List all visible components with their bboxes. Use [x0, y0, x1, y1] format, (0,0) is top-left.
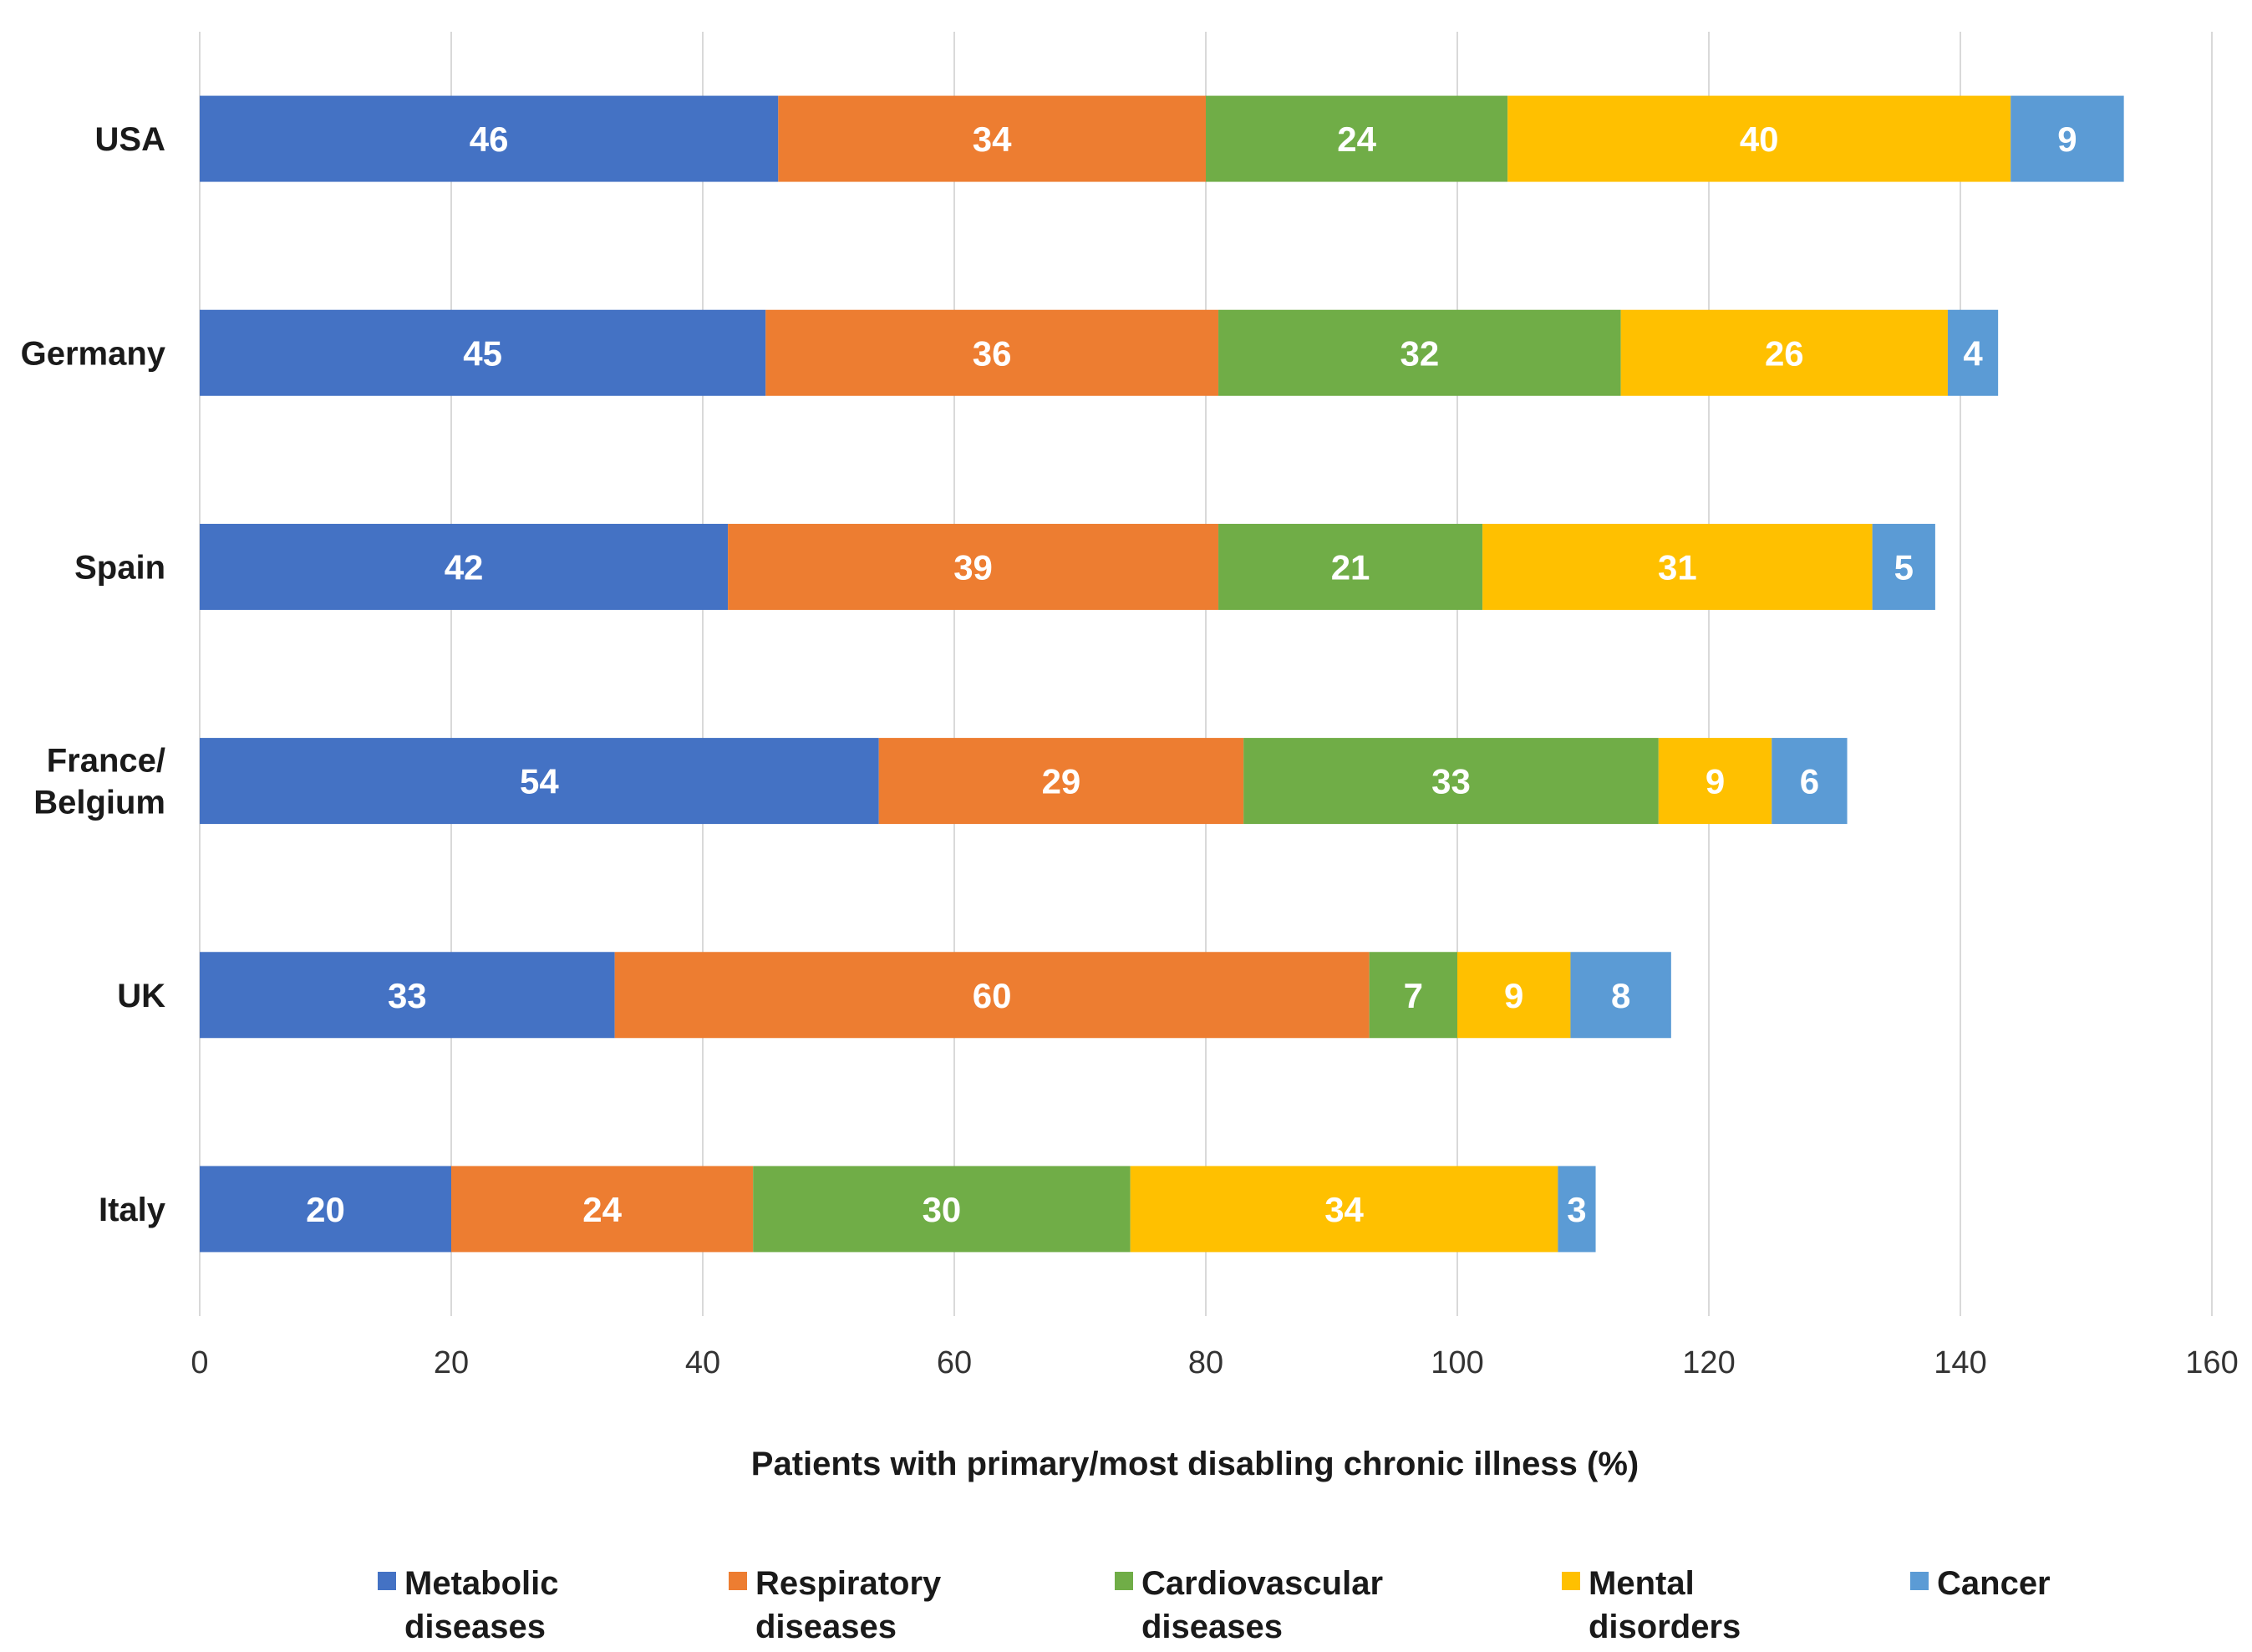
data-label: 40 [1740, 119, 1779, 159]
bar-segment [1507, 95, 2011, 182]
legend-swatch [729, 1572, 747, 1590]
data-label: 39 [953, 547, 993, 587]
bar-segment [1218, 523, 1483, 610]
bar-segment [2011, 95, 2124, 182]
bar-segment [878, 738, 1244, 825]
legend-label: Respiratory diseases [755, 1565, 942, 1645]
bar-segment [1947, 309, 1999, 396]
bar-segment [778, 95, 1206, 182]
bars-layer [200, 95, 2124, 1253]
data-label: 34 [1324, 1190, 1364, 1229]
data-label: 30 [923, 1190, 962, 1229]
data-label: 36 [973, 333, 1012, 373]
data-label: 20 [306, 1190, 345, 1229]
data-label: 29 [1042, 762, 1081, 801]
bar-segment [200, 1166, 451, 1253]
data-label: 31 [1658, 547, 1697, 587]
data-label: 42 [445, 547, 484, 587]
labels-layer: 46 34 24 40 945 36 32 26 442 39 21 31 554 29 33 9 633 60 7… [306, 119, 2077, 1229]
bar-segment [614, 952, 1370, 1039]
x-tick-label: 40 [685, 1345, 720, 1380]
legend-label: Cardiovascular diseases [1141, 1565, 1383, 1645]
legend-label: Mental disorders [1589, 1565, 1741, 1645]
data-label: 45 [463, 333, 502, 373]
data-label: 7 [1404, 976, 1423, 1015]
data-label: 26 [1765, 333, 1804, 373]
category-label: Italy [99, 1192, 166, 1228]
bar-segment [1772, 738, 1848, 825]
legend-swatch [1115, 1572, 1133, 1590]
bar-segment [200, 309, 766, 396]
x-axis: Patients with primary/most disabling chr… [191, 1345, 2238, 1482]
bar-segment [753, 1166, 1131, 1253]
bar-segment [1872, 523, 1935, 610]
x-tick-label: 160 [2185, 1345, 2238, 1380]
bar-segment [1570, 952, 1671, 1039]
grid-layer [199, 32, 2213, 1316]
bar-segment [1457, 952, 1571, 1039]
category-label: France/Belgium [33, 743, 165, 821]
x-tick-label: 20 [434, 1345, 469, 1380]
category-label: UK [117, 978, 165, 1014]
category-label: Spain [74, 549, 165, 586]
legend-swatch [378, 1572, 396, 1590]
data-label: 5 [1894, 547, 1914, 587]
bar-segment [728, 523, 1219, 610]
data-label: 21 [1331, 547, 1370, 587]
data-label: 54 [520, 762, 559, 801]
legend-label: Metabolic diseases [404, 1565, 558, 1645]
bar-segment [1206, 95, 1508, 182]
bar-segment [200, 952, 615, 1039]
data-label: 8 [1611, 976, 1630, 1015]
x-tick-label: 140 [1934, 1345, 1986, 1380]
legend: Metabolic diseases Respiratory diseases Card… [378, 1565, 2051, 1645]
data-label: 33 [388, 976, 427, 1015]
bar-segment [1369, 952, 1457, 1039]
bar-segment [200, 523, 729, 610]
data-label: 33 [1431, 762, 1471, 801]
bar-segment [1482, 523, 1873, 610]
bar-segment [1558, 1166, 1596, 1253]
data-label: 32 [1400, 333, 1439, 373]
bar-segment [451, 1166, 754, 1253]
data-label: 9 [2057, 119, 2077, 159]
x-tick-label: 60 [937, 1345, 972, 1380]
legend-swatch [1910, 1572, 1929, 1590]
x-tick-label: 80 [1188, 1345, 1223, 1380]
data-label: 9 [1706, 762, 1725, 801]
data-label: 60 [973, 976, 1012, 1015]
x-tick-label: 100 [1431, 1345, 1483, 1380]
data-label: 6 [1800, 762, 1819, 801]
data-label: 3 [1567, 1190, 1586, 1229]
bar-segment [765, 309, 1219, 396]
data-label: 4 [1963, 333, 1983, 373]
data-label: 9 [1504, 976, 1523, 1015]
data-label: 24 [1337, 119, 1376, 159]
bar-segment [1243, 738, 1659, 825]
x-tick-label: 0 [191, 1345, 208, 1380]
data-label: 34 [973, 119, 1012, 159]
bar-segment [1218, 309, 1621, 396]
category-label: Germany [21, 335, 166, 372]
data-label: 24 [582, 1190, 622, 1229]
x-axis-title: Patients with primary/most disabling chr… [751, 1446, 1639, 1482]
legend-label: Cancer [1937, 1565, 2051, 1602]
legend-swatch [1562, 1572, 1580, 1590]
bar-segment [200, 95, 779, 182]
data-label: 46 [470, 119, 509, 159]
bar-segment [200, 738, 879, 825]
bar-segment [1130, 1166, 1558, 1253]
category-label: USA [95, 121, 165, 158]
bar-segment [1658, 738, 1772, 825]
y-axis: USA Germany Spain France/Belgium UK Italy [21, 121, 166, 1228]
bar-segment [1620, 309, 1948, 396]
x-tick-label: 120 [1682, 1345, 1735, 1380]
